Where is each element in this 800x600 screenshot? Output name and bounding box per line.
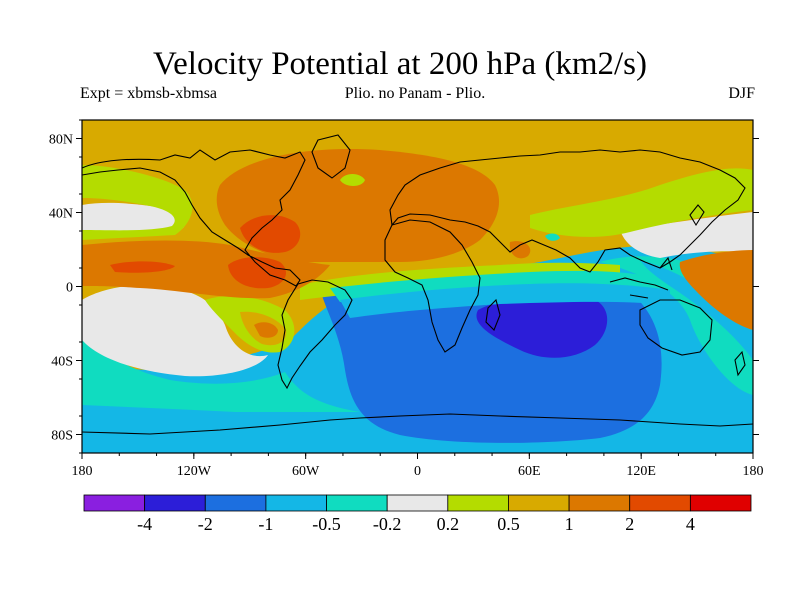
lon-tick-label: 60W (292, 464, 320, 479)
colorbar-label: -1 (258, 514, 273, 534)
coastline-new-zealand (734, 350, 746, 377)
contour-pos3-west-pacific (679, 250, 753, 330)
colorbar-label: 1 (565, 514, 574, 534)
contour-neg3-equatorial-strip (340, 283, 670, 318)
map-title: Velocity Potential at 200 hPa (km2/s) (152, 46, 648, 82)
lon-tick-label: 120W (177, 464, 212, 479)
contour-zero-north-atlantic (82, 202, 187, 236)
colorbar-label: 4 (686, 514, 695, 534)
lat-tick-label: 80S (51, 429, 73, 444)
coastline-north-america (82, 149, 306, 287)
coastline-antarctica (82, 413, 753, 435)
coastlines (82, 134, 753, 435)
lon-tick-label: 120E (626, 464, 656, 479)
lat-tick-label: 80N (49, 133, 73, 148)
colorbar-label: -2 (198, 514, 213, 534)
contour-neg5-indian-ocean-core (476, 295, 608, 358)
colorbar-swatch (83, 494, 146, 512)
contour-pos1-east-asia (530, 168, 753, 237)
colorbar-label: 2 (625, 514, 634, 534)
contour-neg2-ring-south-pacific (82, 330, 360, 412)
colorbar-swatch (568, 494, 631, 512)
colorbar-swatch (689, 494, 752, 512)
coastline-africa (384, 219, 481, 353)
contour-pos4-tropical-pacific (110, 261, 175, 273)
colorbar-label: 0.5 (497, 514, 520, 534)
colorbar: -4 -2 -1 -0.5 -0.2 0.2 0.5 1 2 4 (83, 494, 752, 534)
lat-tick-label: 40N (49, 207, 73, 222)
colorbar-swatch (386, 494, 449, 512)
colorbar-swatch (265, 494, 327, 512)
latitude-ticks: 80N 40N 0 40S 80S (49, 119, 759, 454)
coastline-south-america (277, 279, 353, 390)
contour-pos1-arctic-patch (340, 174, 365, 186)
contour-pos4-caribbean (228, 257, 287, 289)
coastline-eurasia (389, 149, 746, 273)
lon-tick-label: 180 (72, 464, 93, 479)
coastline-australia (639, 299, 713, 356)
colorbar-label: -0.2 (373, 514, 402, 534)
coastline-greenland (311, 134, 351, 179)
colorbar-swatch (447, 494, 509, 512)
contour-pos3-east-atlantic-patch (509, 241, 531, 259)
lat-tick-label: 0 (66, 281, 73, 296)
contour-pos4-north-atlantic (240, 215, 301, 253)
colorbar-label: -4 (137, 514, 152, 534)
colorbar-swatch (508, 494, 570, 512)
contour-neg3-west-pacific-stripe (640, 260, 753, 360)
contour-pos1-north-pacific (82, 165, 193, 240)
season-label: DJF (728, 85, 755, 102)
contour-pos3-south-america-small (254, 322, 278, 338)
coastline-indonesia (609, 256, 673, 299)
contour-fields (82, 120, 753, 453)
colorbar-swatch (204, 494, 267, 512)
contour-zero-east-asia (620, 212, 753, 258)
lon-tick-label: 0 (414, 464, 421, 479)
longitude-ticks: 180 120W 60W 0 60E 120E 180 (72, 453, 764, 479)
colorbar-label: 0.2 (437, 514, 460, 534)
colorbar-swatch (144, 494, 206, 512)
experiment-label: Expt = xbmsb-xbmsa (80, 85, 218, 102)
coastline-japan (689, 204, 705, 227)
lat-tick-label: 40S (51, 355, 73, 370)
contour-neg3-far-south (82, 405, 360, 453)
lon-tick-label: 180 (743, 464, 764, 479)
contour-zero-south-pacific (82, 285, 268, 377)
colorbar-swatch (326, 494, 388, 512)
coastline-madagascar (485, 298, 501, 331)
colorbar-swatch (629, 494, 691, 512)
colorbar-label: -0.5 (312, 514, 341, 534)
comparison-label: Plio. no Panam - Plio. (344, 85, 486, 102)
lon-tick-label: 60E (518, 464, 541, 479)
contour-neg2-asia-patch (545, 233, 560, 241)
